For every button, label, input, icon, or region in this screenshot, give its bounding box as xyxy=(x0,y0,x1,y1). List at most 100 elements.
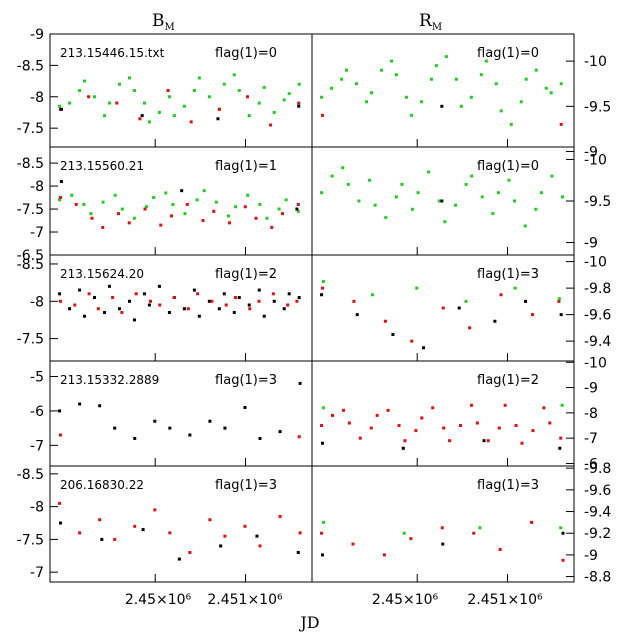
data-point-red xyxy=(298,531,302,535)
data-point-black xyxy=(167,310,171,314)
data-point-green xyxy=(58,104,62,108)
x-axis-title: JD xyxy=(298,613,319,632)
column-title-r: RM xyxy=(419,11,442,33)
data-point-green xyxy=(195,198,199,202)
flag-label: flag(1)=2 xyxy=(477,373,539,388)
data-point-black xyxy=(320,441,324,445)
data-point-red xyxy=(382,553,386,557)
data-point-green xyxy=(345,68,349,72)
data-point-red xyxy=(78,531,82,535)
data-point-red xyxy=(459,424,463,428)
data-point-green xyxy=(454,77,458,81)
data-point-black xyxy=(258,436,262,440)
data-point-red xyxy=(320,113,324,117)
x-tick-label-2: 2.451×10⁶ xyxy=(207,592,283,608)
data-point-black xyxy=(68,307,72,311)
data-point-black xyxy=(482,439,486,443)
data-point-black xyxy=(440,104,444,108)
data-point-black xyxy=(100,537,104,541)
data-point-red xyxy=(403,439,407,443)
data-point-green xyxy=(93,95,97,99)
data-point-red xyxy=(87,95,91,99)
data-point-red xyxy=(498,547,502,551)
data-point-black xyxy=(441,542,445,546)
data-point-green xyxy=(544,86,548,90)
data-point-green xyxy=(277,207,281,211)
data-point-black xyxy=(247,303,251,307)
data-point-red xyxy=(386,408,390,412)
y-tick-label: -9.6 xyxy=(584,483,611,499)
data-point-green xyxy=(459,104,463,108)
data-point-red xyxy=(127,221,131,225)
data-point-green xyxy=(247,114,251,118)
y-tick-label: -10 xyxy=(584,255,607,271)
panel-2-1: -10 -9.8 -9.6 -9.4 flag(1)=3 xyxy=(311,254,611,362)
data-point-green xyxy=(369,91,373,95)
data-point-green xyxy=(262,85,266,89)
panel-3-1: -10 -9 -8 -7 -6 flag(1)=2 xyxy=(311,355,607,472)
y-tick-label: -10 xyxy=(584,355,607,371)
data-point-red xyxy=(228,221,232,225)
x-tick-label-3: 2.45×10⁶ xyxy=(372,592,439,608)
data-point-red xyxy=(514,424,518,428)
data-point-green xyxy=(297,82,301,86)
data-point-green xyxy=(513,199,517,203)
data-point-green xyxy=(534,68,538,72)
data-point-green xyxy=(83,79,87,83)
data-point-green xyxy=(409,113,413,117)
y-tick-label: -9.8 xyxy=(584,281,611,297)
data-point-red xyxy=(297,435,301,439)
data-point-red xyxy=(96,307,100,311)
data-point-red xyxy=(254,216,258,220)
data-point-green xyxy=(237,89,241,92)
flag-label: flag(1)=0 xyxy=(477,159,539,174)
data-point-red xyxy=(111,296,115,300)
data-point-green xyxy=(132,89,136,92)
data-point-green xyxy=(373,203,377,207)
data-point-red xyxy=(243,205,247,209)
data-point-green xyxy=(384,216,388,220)
y-tick-label: -9.5 xyxy=(584,99,611,115)
data-point-green xyxy=(394,73,398,77)
data-point-green xyxy=(287,92,291,96)
data-point-green xyxy=(183,212,187,216)
data-point-red xyxy=(257,299,261,303)
data-point-red xyxy=(278,514,282,518)
data-point-red xyxy=(358,436,362,440)
data-point-black xyxy=(524,299,528,303)
data-point-black xyxy=(177,557,181,561)
data-point-green xyxy=(226,214,230,218)
data-point-green xyxy=(167,95,171,99)
data-point-green xyxy=(443,220,447,224)
y-tick-label: -10 xyxy=(584,152,607,168)
panel-1-0: -8.5 -8 -7.5 -7 -6.5 213.15560.21 flag(1)=1 xyxy=(17,146,313,264)
star-label: 206.16830.22 xyxy=(60,478,144,492)
data-point-black xyxy=(59,107,63,111)
data-point-red xyxy=(217,107,221,111)
data-point-green xyxy=(499,109,503,113)
data-point-green xyxy=(214,200,218,204)
data-point-green xyxy=(444,55,448,59)
data-point-green xyxy=(491,211,495,215)
data-point-black xyxy=(223,426,227,430)
y-tick-label: -9.4 xyxy=(584,334,611,350)
data-point-black xyxy=(168,426,172,430)
data-point-green xyxy=(496,191,500,195)
flag-label: flag(1)=3 xyxy=(477,478,539,493)
data-point-red xyxy=(210,299,214,303)
data-point-black xyxy=(287,292,291,296)
data-point-green xyxy=(346,182,350,186)
data-point-green xyxy=(321,406,325,410)
data-point-green xyxy=(296,209,300,213)
data-point-green xyxy=(117,82,121,86)
data-point-green xyxy=(101,200,105,204)
data-point-black xyxy=(98,404,102,408)
column-title-b: BM xyxy=(152,11,175,33)
y-tick-label: -7.5 xyxy=(17,532,44,548)
data-point-green xyxy=(157,110,161,114)
y-tick-label: -7.5 xyxy=(17,332,44,348)
data-point-red xyxy=(212,209,216,213)
data-point-black xyxy=(457,306,461,310)
